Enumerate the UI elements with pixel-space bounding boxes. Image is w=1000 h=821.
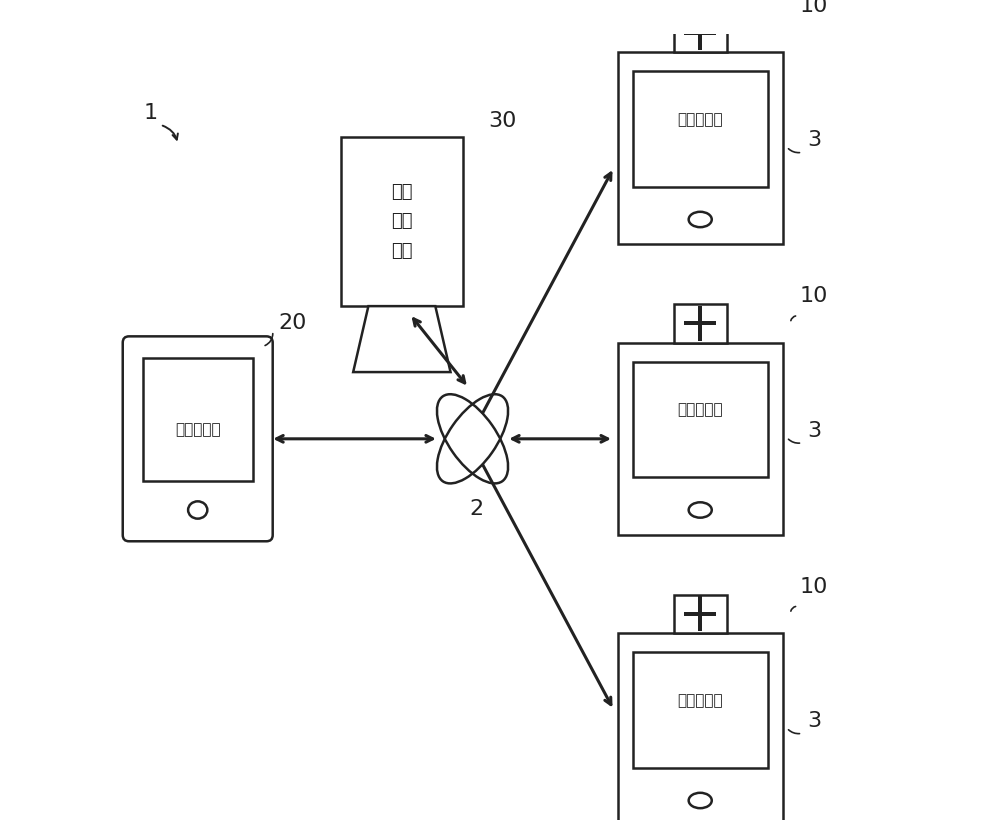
Text: 3: 3 (807, 712, 821, 732)
Polygon shape (353, 306, 451, 372)
Bar (674, 594, 727, 633)
Text: 10: 10 (800, 287, 828, 306)
Text: 主机端设备: 主机端设备 (677, 402, 723, 417)
Text: 20: 20 (278, 313, 307, 333)
Text: 主机端设备: 主机端设备 (677, 693, 723, 708)
Text: 3: 3 (807, 421, 821, 441)
Ellipse shape (440, 387, 505, 491)
Ellipse shape (689, 502, 712, 518)
Bar (618, 633, 783, 821)
Text: 10: 10 (800, 0, 828, 16)
Ellipse shape (689, 212, 712, 227)
Bar (143, 358, 253, 481)
Bar (633, 71, 768, 187)
Bar (633, 362, 768, 477)
Text: 3: 3 (807, 131, 821, 150)
Bar (674, 14, 727, 52)
Bar (618, 342, 783, 535)
Bar (618, 52, 783, 245)
Ellipse shape (689, 793, 712, 808)
Ellipse shape (188, 502, 207, 519)
Bar (341, 136, 463, 306)
Text: 1: 1 (144, 103, 158, 123)
Bar (633, 653, 768, 768)
Text: 2: 2 (469, 499, 484, 520)
Text: 客户端设备: 客户端设备 (175, 422, 221, 437)
Text: 主机端设备: 主机端设备 (677, 112, 723, 127)
Text: 信息
提供
设备: 信息 提供 设备 (391, 183, 413, 259)
Text: 10: 10 (800, 577, 828, 597)
FancyBboxPatch shape (123, 337, 273, 541)
Text: 30: 30 (488, 111, 516, 131)
Bar (674, 304, 727, 342)
